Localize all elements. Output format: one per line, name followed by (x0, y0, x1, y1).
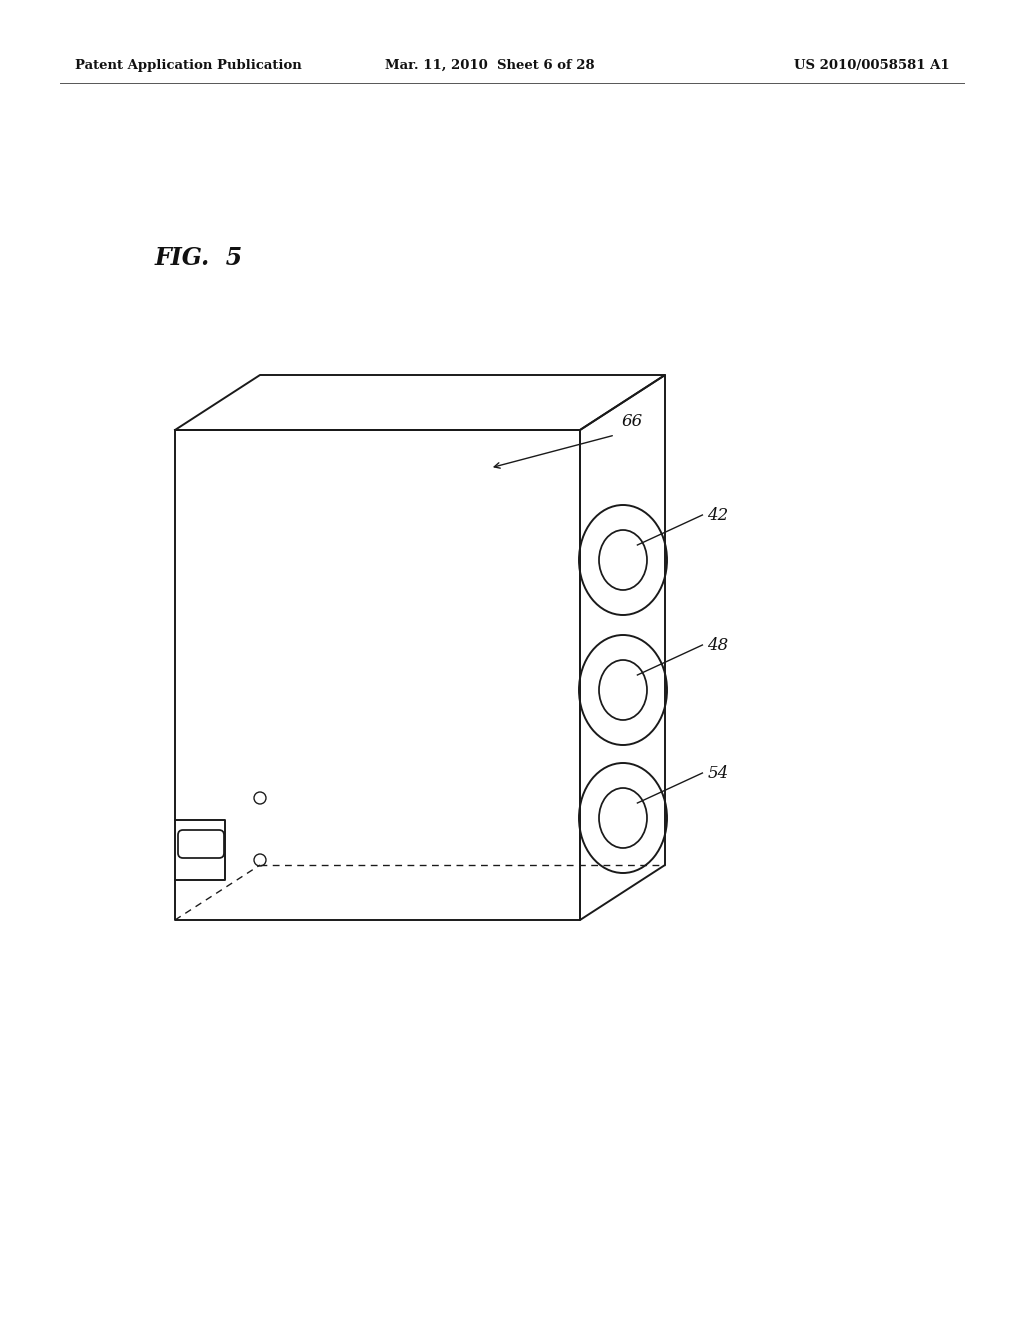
Text: 66: 66 (622, 413, 643, 430)
Text: 54: 54 (708, 764, 729, 781)
Text: Mar. 11, 2010  Sheet 6 of 28: Mar. 11, 2010 Sheet 6 of 28 (385, 58, 595, 71)
Text: FIG.  5: FIG. 5 (155, 246, 244, 271)
Text: 48: 48 (708, 636, 729, 653)
FancyBboxPatch shape (178, 830, 224, 858)
Text: Patent Application Publication: Patent Application Publication (75, 58, 302, 71)
Text: 42: 42 (708, 507, 729, 524)
Text: US 2010/0058581 A1: US 2010/0058581 A1 (795, 58, 950, 71)
